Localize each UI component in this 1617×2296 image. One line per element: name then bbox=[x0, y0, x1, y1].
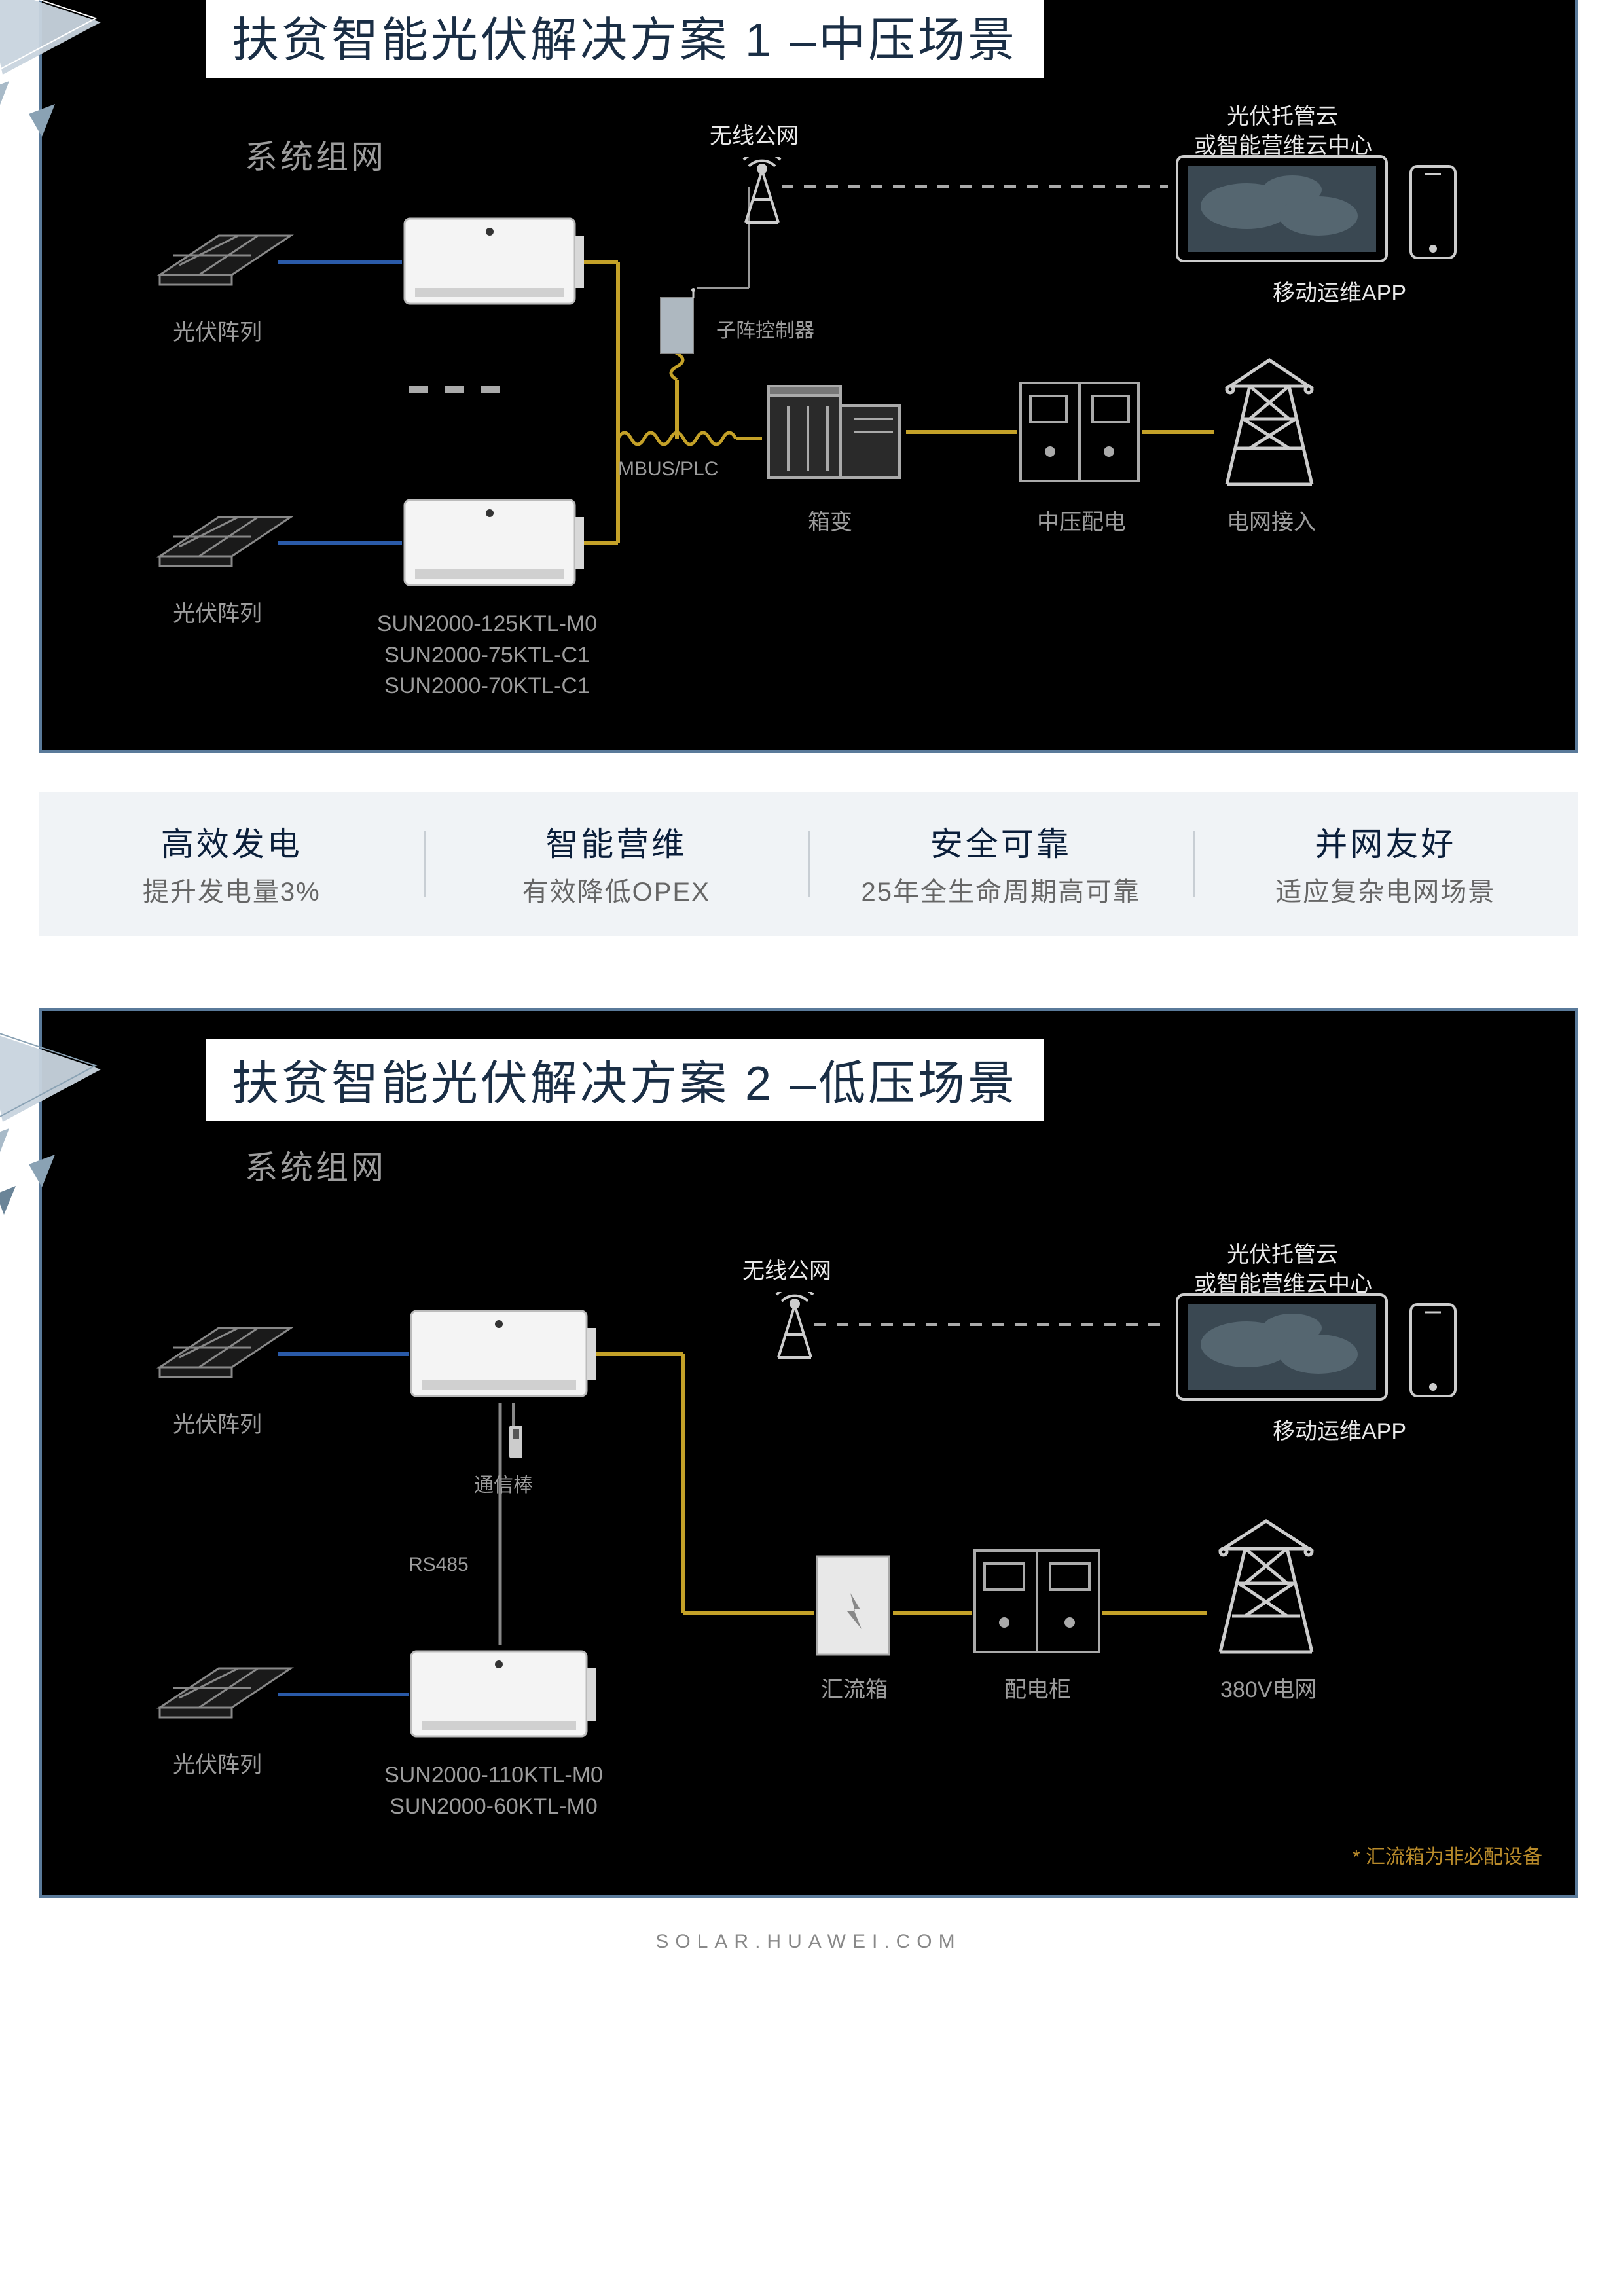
feature-2: 智能营维 有效降低OPEX bbox=[424, 792, 809, 936]
cloud-tablet-icon bbox=[1174, 1292, 1390, 1403]
inverter-icon bbox=[409, 1649, 598, 1747]
feat-sub: 提升发电量3% bbox=[46, 870, 418, 908]
phone-icon bbox=[1407, 164, 1459, 262]
dongle-label: 通信棒 bbox=[474, 1469, 533, 1498]
wireless-label-1: 无线公网 bbox=[710, 118, 799, 150]
sub-controller-label: 子阵控制器 bbox=[716, 314, 814, 343]
app-label-1: 移动运维APP bbox=[1273, 275, 1406, 307]
pv-array-icon bbox=[153, 229, 297, 308]
feature-1: 高效发电 提升发电量3% bbox=[39, 792, 424, 936]
combiner-label: 汇流箱 bbox=[821, 1672, 888, 1704]
wireless-label-2: 无线公网 bbox=[742, 1253, 831, 1285]
feature-4: 并网友好 适应复杂电网场景 bbox=[1193, 792, 1578, 936]
connection-lines-2 bbox=[42, 1011, 1574, 1901]
grid-tower-icon bbox=[1207, 1515, 1325, 1659]
pv-array-icon bbox=[153, 511, 297, 589]
pv-label-2b: 光伏阵列 bbox=[173, 1747, 262, 1779]
section-1-medium-voltage: 扶贫智能光伏解决方案 1 –中压场景 系统组网 bbox=[39, 0, 1578, 753]
feat-title: 并网友好 bbox=[1200, 818, 1572, 865]
inverter-icon bbox=[402, 216, 585, 314]
footer-url: SOLAR.HUAWEI.COM bbox=[0, 1931, 1617, 1953]
cloud-tablet-icon bbox=[1174, 154, 1390, 265]
phone-icon bbox=[1407, 1302, 1459, 1400]
dongle-icon bbox=[507, 1423, 526, 1462]
grid-tower-icon bbox=[1214, 353, 1325, 491]
transformer-label: 箱变 bbox=[808, 504, 852, 536]
mbus-label: MBUS/PLC bbox=[618, 458, 718, 480]
inverter-models-2: SUN2000-110KTL-M0 SUN2000-60KTL-M0 bbox=[363, 1760, 625, 1822]
mv-label: 中压配电 bbox=[1037, 504, 1126, 536]
feature-3: 安全可靠 25年全生命周期高可靠 bbox=[808, 792, 1193, 936]
dist-cabinet-label: 配电柜 bbox=[1004, 1672, 1071, 1704]
antenna-icon bbox=[762, 1292, 827, 1371]
sub-controller-icon bbox=[657, 288, 703, 360]
inverter-icon bbox=[402, 497, 585, 596]
feat-sub: 25年全生命周期高可靠 bbox=[815, 870, 1187, 908]
grid-380-label: 380V电网 bbox=[1220, 1672, 1317, 1704]
inverter-models-1: SUN2000-125KTL-M0 SUN2000-75KTL-C1 SUN20… bbox=[356, 609, 618, 702]
antenna-icon bbox=[729, 157, 795, 236]
grid-label-1: 电网接入 bbox=[1227, 504, 1316, 536]
ellipsis-icon bbox=[409, 380, 513, 399]
pv-array-icon bbox=[153, 1662, 297, 1740]
footnote: * 汇流箱为非必配设备 bbox=[1353, 1840, 1542, 1869]
cloud-line1-2: 光伏托管云 bbox=[1227, 1236, 1338, 1268]
rs485-label: RS485 bbox=[409, 1554, 469, 1576]
transformer-icon bbox=[762, 373, 906, 491]
pv-label-2a: 光伏阵列 bbox=[173, 1407, 262, 1439]
app-label-2: 移动运维APP bbox=[1273, 1413, 1406, 1445]
pv-label-1a: 光伏阵列 bbox=[173, 314, 262, 346]
feat-sub: 适应复杂电网场景 bbox=[1200, 870, 1572, 908]
feature-strip: 高效发电 提升发电量3% 智能营维 有效降低OPEX 安全可靠 25年全生命周期… bbox=[39, 792, 1578, 936]
feat-sub: 有效降低OPEX bbox=[431, 870, 803, 908]
inverter-icon bbox=[409, 1308, 598, 1407]
combiner-icon bbox=[814, 1554, 893, 1659]
mv-cabinet-icon bbox=[1017, 380, 1142, 491]
pv-array-icon bbox=[153, 1321, 297, 1400]
pv-label-1b: 光伏阵列 bbox=[173, 596, 262, 628]
feat-title: 高效发电 bbox=[46, 818, 418, 865]
feat-title: 安全可靠 bbox=[815, 818, 1187, 865]
dist-cabinet-icon bbox=[972, 1547, 1102, 1659]
section-2-low-voltage: 扶贫智能光伏解决方案 2 –低压场景 系统组网 光伏阵列 光伏阵列 bbox=[39, 1008, 1578, 1898]
feat-title: 智能营维 bbox=[431, 818, 803, 865]
cloud-line1-1: 光伏托管云 bbox=[1227, 98, 1338, 130]
